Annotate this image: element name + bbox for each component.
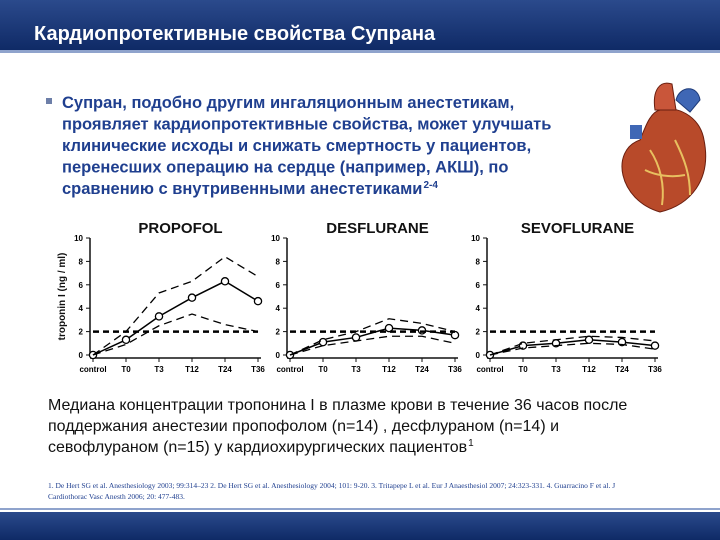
x-tick-label: T12 [185,365,199,374]
heart-illustration [621,82,707,213]
text-line: 1. De Hert SG et al. Anesthesiology 2003… [48,481,615,490]
series-line [289,318,456,356]
text-line: клинические исходы и снижать смертность … [62,137,531,155]
text-line: поддержания анестезии пропофолом (n=14) … [48,418,559,435]
superscript: 2-4 [423,180,438,191]
text-line: проявляет кардиопротективные свойства, м… [62,116,551,134]
text-line: сравнению с внутривенными анестетиками [62,180,422,198]
text-line: севофлураном (n=15) у кардиохирургически… [48,439,467,456]
slide-title: Кардиопротективные свойства Супрана [34,23,436,45]
x-tick-label: control [476,365,503,374]
y-tick-label: 4 [476,304,481,313]
bullet-marker [46,98,52,104]
y-tick-label: 6 [476,281,481,290]
header-bar [0,0,720,50]
y-tick-label: 6 [79,281,84,290]
x-tick-label: T24 [218,365,232,374]
series-line [489,342,656,356]
x-tick-label: T24 [615,365,629,374]
x-tick-label: T24 [415,365,429,374]
x-tick-label: T36 [251,365,265,374]
x-tick-label: T3 [154,365,164,374]
data-point [154,312,164,321]
chart-title: PROPOFOL [138,220,222,237]
x-tick-label: T3 [351,365,361,374]
series-line [92,313,259,356]
y-tick-label: 0 [276,351,281,360]
footer-bar [0,512,720,540]
y-tick-label: 2 [79,328,84,337]
y-tick-label: 10 [74,234,83,243]
y-tick-label: 0 [79,351,84,360]
x-tick-label: T12 [382,365,396,374]
y-tick-label: 8 [276,257,281,266]
x-tick-label: T0 [318,365,328,374]
data-point [220,277,230,286]
vessel [630,125,642,139]
text-line: Супран, подобно другим ингаляционным ане… [62,94,514,112]
y-tick-label: 8 [476,257,481,266]
header-rule [0,50,720,53]
x-tick-label: T36 [648,365,662,374]
x-tick-label: T3 [551,365,561,374]
series-line [289,335,456,356]
x-tick-label: T0 [121,365,131,374]
y-tick-label: 10 [471,234,480,243]
x-tick-label: T12 [582,365,596,374]
y-tick-label: 0 [476,351,481,360]
text-line: перенесших операцию на сердце (например,… [62,159,508,177]
x-tick-label: control [276,365,303,374]
y-tick-label: 6 [276,281,281,290]
y-tick-label: 8 [79,257,84,266]
y-tick-label: 10 [271,234,280,243]
chart-title: DESFLURANE [326,220,429,237]
x-tick-label: control [79,365,106,374]
text-line: Cardiothorac Vasc Anesth 2006; 20: 477-4… [48,492,185,501]
chart-title: SEVOFLURANE [521,220,634,237]
superscript: 1 [468,438,474,449]
y-tick-label: 4 [79,304,84,313]
data-point [253,296,263,306]
data-point [187,293,197,302]
data-point [650,341,660,350]
data-point [318,337,328,347]
series-line [92,280,259,356]
y-axis-label: troponin I (ng / ml) [57,253,68,341]
footer-rule [0,508,720,510]
y-tick-label: 4 [276,304,281,313]
x-tick-label: T36 [448,365,462,374]
series-line [489,335,656,356]
y-tick-label: 2 [276,328,281,337]
text-line: Медиана концентрации тропонина I в плазм… [48,397,627,414]
x-tick-label: T0 [518,365,528,374]
series-line [92,255,259,356]
data-point [584,335,594,345]
series-line [489,339,656,356]
data-point [121,335,131,345]
y-tick-label: 2 [476,328,481,337]
data-point [384,323,394,333]
